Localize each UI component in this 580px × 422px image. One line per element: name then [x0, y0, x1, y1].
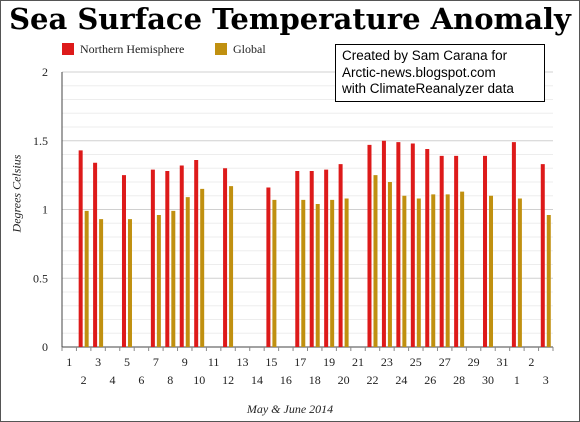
x-tick-label: 6: [138, 373, 144, 387]
bar-global: [156, 215, 161, 347]
bar-northern-hemisphere: [179, 165, 184, 347]
bar-northern-hemisphere: [540, 164, 545, 347]
bar-northern-hemisphere: [338, 164, 343, 347]
x-tick-label: 16: [280, 373, 292, 387]
bar-northern-hemisphere: [121, 175, 126, 347]
bar-northern-hemisphere: [223, 168, 228, 347]
bar-northern-hemisphere: [454, 155, 459, 347]
y-tick-label: 0.5: [33, 271, 48, 285]
y-tick-label: 2: [42, 65, 48, 79]
y-tick-label: 0: [42, 340, 48, 354]
x-tick-label: 1: [514, 373, 520, 387]
bar-global: [171, 210, 176, 347]
bar-global: [99, 219, 104, 347]
bar-northern-hemisphere: [309, 171, 314, 347]
bar-northern-hemisphere: [483, 155, 488, 347]
bar-northern-hemisphere: [425, 149, 430, 347]
bar-global: [301, 199, 306, 347]
y-tick-label: 1: [42, 203, 48, 217]
x-tick-label: 27: [439, 355, 451, 369]
x-tick-label: 10: [193, 373, 205, 387]
bar-northern-hemisphere: [367, 144, 372, 347]
bar-global: [517, 198, 522, 347]
x-tick-label: 13: [237, 355, 249, 369]
bar-northern-hemisphere: [295, 171, 300, 347]
bar-global: [431, 194, 436, 347]
credit-line-1: Created by Sam Carana for: [342, 48, 508, 63]
bar-global: [315, 204, 320, 347]
bar-global: [445, 194, 450, 347]
x-tick-label: 12: [222, 373, 234, 387]
x-tick-label: 17: [294, 355, 306, 369]
x-tick-label: 15: [265, 355, 277, 369]
x-tick-label: 3: [543, 373, 549, 387]
x-axis-label: May & June 2014: [246, 402, 334, 416]
legend-label-global: Global: [233, 42, 266, 56]
legend-label-northern-hemisphere: Northern Hemisphere: [80, 42, 185, 56]
bar-northern-hemisphere: [381, 140, 386, 347]
bar-northern-hemisphere: [439, 155, 444, 347]
x-tick-label: 24: [395, 373, 407, 387]
x-tick-label: 8: [167, 373, 173, 387]
bar-northern-hemisphere: [194, 160, 199, 347]
y-tick-label: 1.5: [33, 134, 48, 148]
x-tick-label: 7: [153, 355, 159, 369]
bar-global: [200, 188, 205, 347]
x-tick-label: 1: [66, 355, 72, 369]
x-tick-label: 2: [528, 355, 534, 369]
x-tick-label: 19: [323, 355, 335, 369]
x-tick-label: 5: [124, 355, 130, 369]
credit-line-2: Arctic-news.blogspot.com: [342, 64, 496, 80]
x-tick-label: 23: [381, 355, 393, 369]
x-tick-label: 20: [338, 373, 350, 387]
x-tick-label: 30: [482, 373, 494, 387]
bar-global: [272, 199, 277, 347]
bar-global: [387, 182, 392, 347]
bar-global: [373, 175, 378, 347]
bar-northern-hemisphere: [324, 169, 329, 347]
credit-line-3: with ClimateReanalyzer data: [342, 81, 514, 96]
x-tick-label: 4: [110, 373, 116, 387]
bar-global: [416, 198, 421, 347]
x-tick-label: 26: [424, 373, 436, 387]
credit-box: Created by Sam Carana for Arctic-news.bl…: [335, 44, 545, 102]
bar-global: [84, 210, 89, 347]
x-tick-label: 14: [251, 373, 263, 387]
x-tick-label: 11: [208, 355, 220, 369]
bar-northern-hemisphere: [150, 169, 155, 347]
x-tick-label: 22: [366, 373, 378, 387]
legend-item-global: Global: [215, 42, 266, 56]
legend-swatch-global: [215, 43, 227, 55]
bar-global: [344, 198, 349, 347]
legend-item-northern-hemisphere: Northern Hemisphere: [62, 42, 184, 56]
bar-northern-hemisphere: [410, 143, 415, 347]
bar-global: [330, 199, 335, 347]
bar-global: [489, 195, 494, 347]
bar-global: [229, 186, 234, 347]
bar-global: [546, 215, 551, 347]
bar-global: [402, 195, 407, 347]
x-tick-label: 31: [496, 355, 508, 369]
bar-northern-hemisphere: [93, 162, 98, 347]
x-tick-label: 2: [81, 373, 87, 387]
bar-northern-hemisphere: [396, 142, 401, 347]
bar-global: [460, 191, 465, 347]
x-tick-label: 28: [453, 373, 465, 387]
x-tick-label: 29: [468, 355, 480, 369]
bar-northern-hemisphere: [511, 142, 516, 347]
bar-northern-hemisphere: [78, 150, 83, 347]
legend-swatch-northern-hemisphere: [62, 43, 74, 55]
x-tick-label: 25: [410, 355, 422, 369]
x-tick-label: 9: [182, 355, 188, 369]
chart-title: Sea Surface Temperature Anomaly: [9, 2, 571, 36]
y-axis-label: Degrees Celsius: [9, 154, 24, 233]
bar-global: [185, 197, 190, 347]
x-tick-label: 21: [352, 355, 364, 369]
x-tick-label: 3: [95, 355, 101, 369]
bar-northern-hemisphere: [266, 187, 271, 347]
bar-global: [127, 219, 132, 347]
bar-northern-hemisphere: [165, 171, 170, 347]
x-tick-label: 18: [309, 373, 321, 387]
